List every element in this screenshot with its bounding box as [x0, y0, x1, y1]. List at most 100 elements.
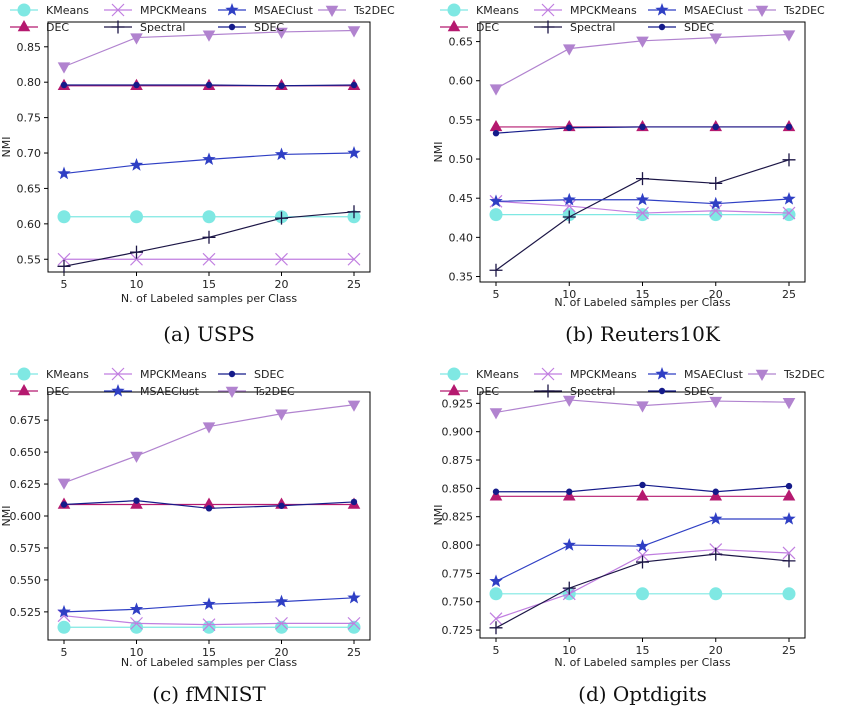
panel-caption: (d) Optdigits [578, 682, 707, 706]
series-line-ts2dec [64, 405, 354, 483]
legend-entry-ts2dec: Ts2DEC [748, 368, 825, 381]
legend-label: DEC [476, 385, 499, 398]
data-point-ts2dec [783, 30, 796, 41]
y-tick-label: 0.50 [449, 153, 474, 166]
data-point-sdec [566, 125, 572, 131]
x-tick-label: 5 [61, 646, 68, 659]
data-point-sdec [278, 83, 284, 89]
legend-marker [655, 367, 668, 380]
legend-entry-msaeclust: MSAEClust [648, 367, 744, 381]
panel-optdigits: 0.725 0.750 0.775 0.800 0.825 0.850 0.875 0.900… [432, 367, 825, 706]
legend-entry-mpckmeans: MPCKMeans [104, 368, 207, 381]
data-point-kmeans [709, 587, 722, 600]
y-tick-label: 0.65 [17, 182, 42, 195]
y-axis-label: NMI [432, 505, 445, 526]
plot-frame [480, 392, 805, 638]
series-kmeans [58, 210, 361, 223]
legend: KMeans DEC MPCKMeans Spectral MSAEClust SDEC T… [440, 367, 825, 398]
data-point-sdec [61, 501, 67, 507]
data-point-ts2dec [490, 408, 503, 419]
data-point-msaeclust [563, 193, 576, 206]
data-point-kmeans [490, 587, 503, 600]
legend-label: KMeans [476, 368, 519, 381]
legend-marker [18, 384, 31, 395]
legend-label: SDEC [254, 21, 284, 34]
series-sdec [61, 82, 357, 89]
y-axis-label: NMI [0, 506, 13, 527]
y-tick-label: 0.800 [442, 539, 474, 552]
data-point-kmeans [636, 208, 649, 221]
data-point-kmeans [783, 208, 796, 221]
legend-marker [18, 368, 31, 381]
legend-entry-sdec: SDEC [648, 21, 714, 34]
legend-marker [229, 371, 235, 377]
legend-label: Ts2DEC [253, 385, 295, 398]
data-point-sdec [351, 499, 357, 505]
data-point-spectral [130, 246, 143, 259]
data-point-sdec [713, 124, 719, 130]
panel-usps: 0.550.600.650.700.750.800.855 10 15 20 25N. … [0, 3, 395, 346]
legend-entry-kmeans: KMeans [440, 368, 519, 382]
x-tick-label: 10 [130, 278, 144, 291]
data-point-ts2dec [636, 401, 649, 412]
legend-entry-msaeclust: MSAEClust [104, 384, 200, 398]
data-point-kmeans [490, 208, 503, 221]
y-tick-label: 0.80 [17, 76, 42, 89]
y-tick-label: 0.600 [10, 510, 42, 523]
panel-caption: (a) USPS [163, 322, 255, 346]
data-point-sdec [713, 489, 719, 495]
legend-entry-spectral: Spectral [104, 21, 185, 35]
legend: KMeans DEC MPCKMeans MSAEClust SDEC Ts2DEC [10, 368, 295, 399]
data-point-sdec [351, 82, 357, 88]
data-point-ts2dec [348, 401, 361, 412]
legend-marker [659, 24, 665, 30]
series-kmeans [58, 621, 361, 634]
y-tick-label: 0.40 [449, 231, 474, 244]
legend-marker [448, 4, 461, 17]
legend-entry-kmeans: KMeans [10, 4, 89, 18]
legend-marker [659, 388, 665, 394]
data-point-msaeclust [57, 167, 70, 180]
data-point-spectral [490, 264, 503, 277]
legend-marker [756, 6, 769, 17]
data-point-spectral [58, 260, 71, 273]
data-point-ts2dec [636, 37, 649, 48]
y-tick-label: 0.575 [10, 542, 42, 555]
legend-label: MPCKMeans [140, 368, 207, 381]
data-point-msaeclust [709, 197, 722, 210]
legend-marker [18, 20, 31, 31]
data-point-ts2dec [709, 33, 722, 44]
data-point-msaeclust [275, 147, 288, 160]
legend-label: Spectral [140, 21, 185, 34]
legend-label: MSAEClust [140, 385, 200, 398]
x-axis-label: N. of Labeled samples per Class [554, 656, 730, 669]
data-point-msaeclust [130, 602, 143, 615]
legend-marker [756, 370, 769, 381]
legend-label: DEC [476, 21, 499, 34]
x-tick-label: 20 [275, 278, 289, 291]
data-point-msaeclust [202, 152, 215, 165]
panel-reuters10k: 0.350.400.450.500.550.600.655 10 15 20 25N. … [432, 3, 825, 346]
x-axis-label: N. of Labeled samples per Class [121, 656, 297, 669]
x-tick-label: 5 [61, 278, 68, 291]
data-point-ts2dec [348, 26, 361, 37]
legend-marker [111, 384, 124, 397]
y-tick-label: 0.725 [442, 624, 474, 637]
series-kmeans [490, 208, 796, 221]
data-point-kmeans [58, 621, 71, 634]
data-point-sdec [493, 489, 499, 495]
data-point-msaeclust [636, 193, 649, 206]
data-point-kmeans [783, 587, 796, 600]
plot-frame [480, 22, 805, 282]
legend-marker [326, 6, 339, 17]
data-point-sdec [639, 124, 645, 130]
series-msaeclust [489, 192, 795, 209]
legend-marker [448, 384, 461, 395]
series-dec [490, 489, 796, 500]
legend-label: SDEC [684, 21, 714, 34]
legend-entry-dec: DEC [440, 20, 499, 34]
data-point-dec [636, 489, 649, 500]
legend-entry-ts2dec: Ts2DEC [218, 385, 295, 398]
legend-label: MSAEClust [684, 4, 744, 17]
panel-caption: (c) fMNIST [152, 682, 266, 706]
